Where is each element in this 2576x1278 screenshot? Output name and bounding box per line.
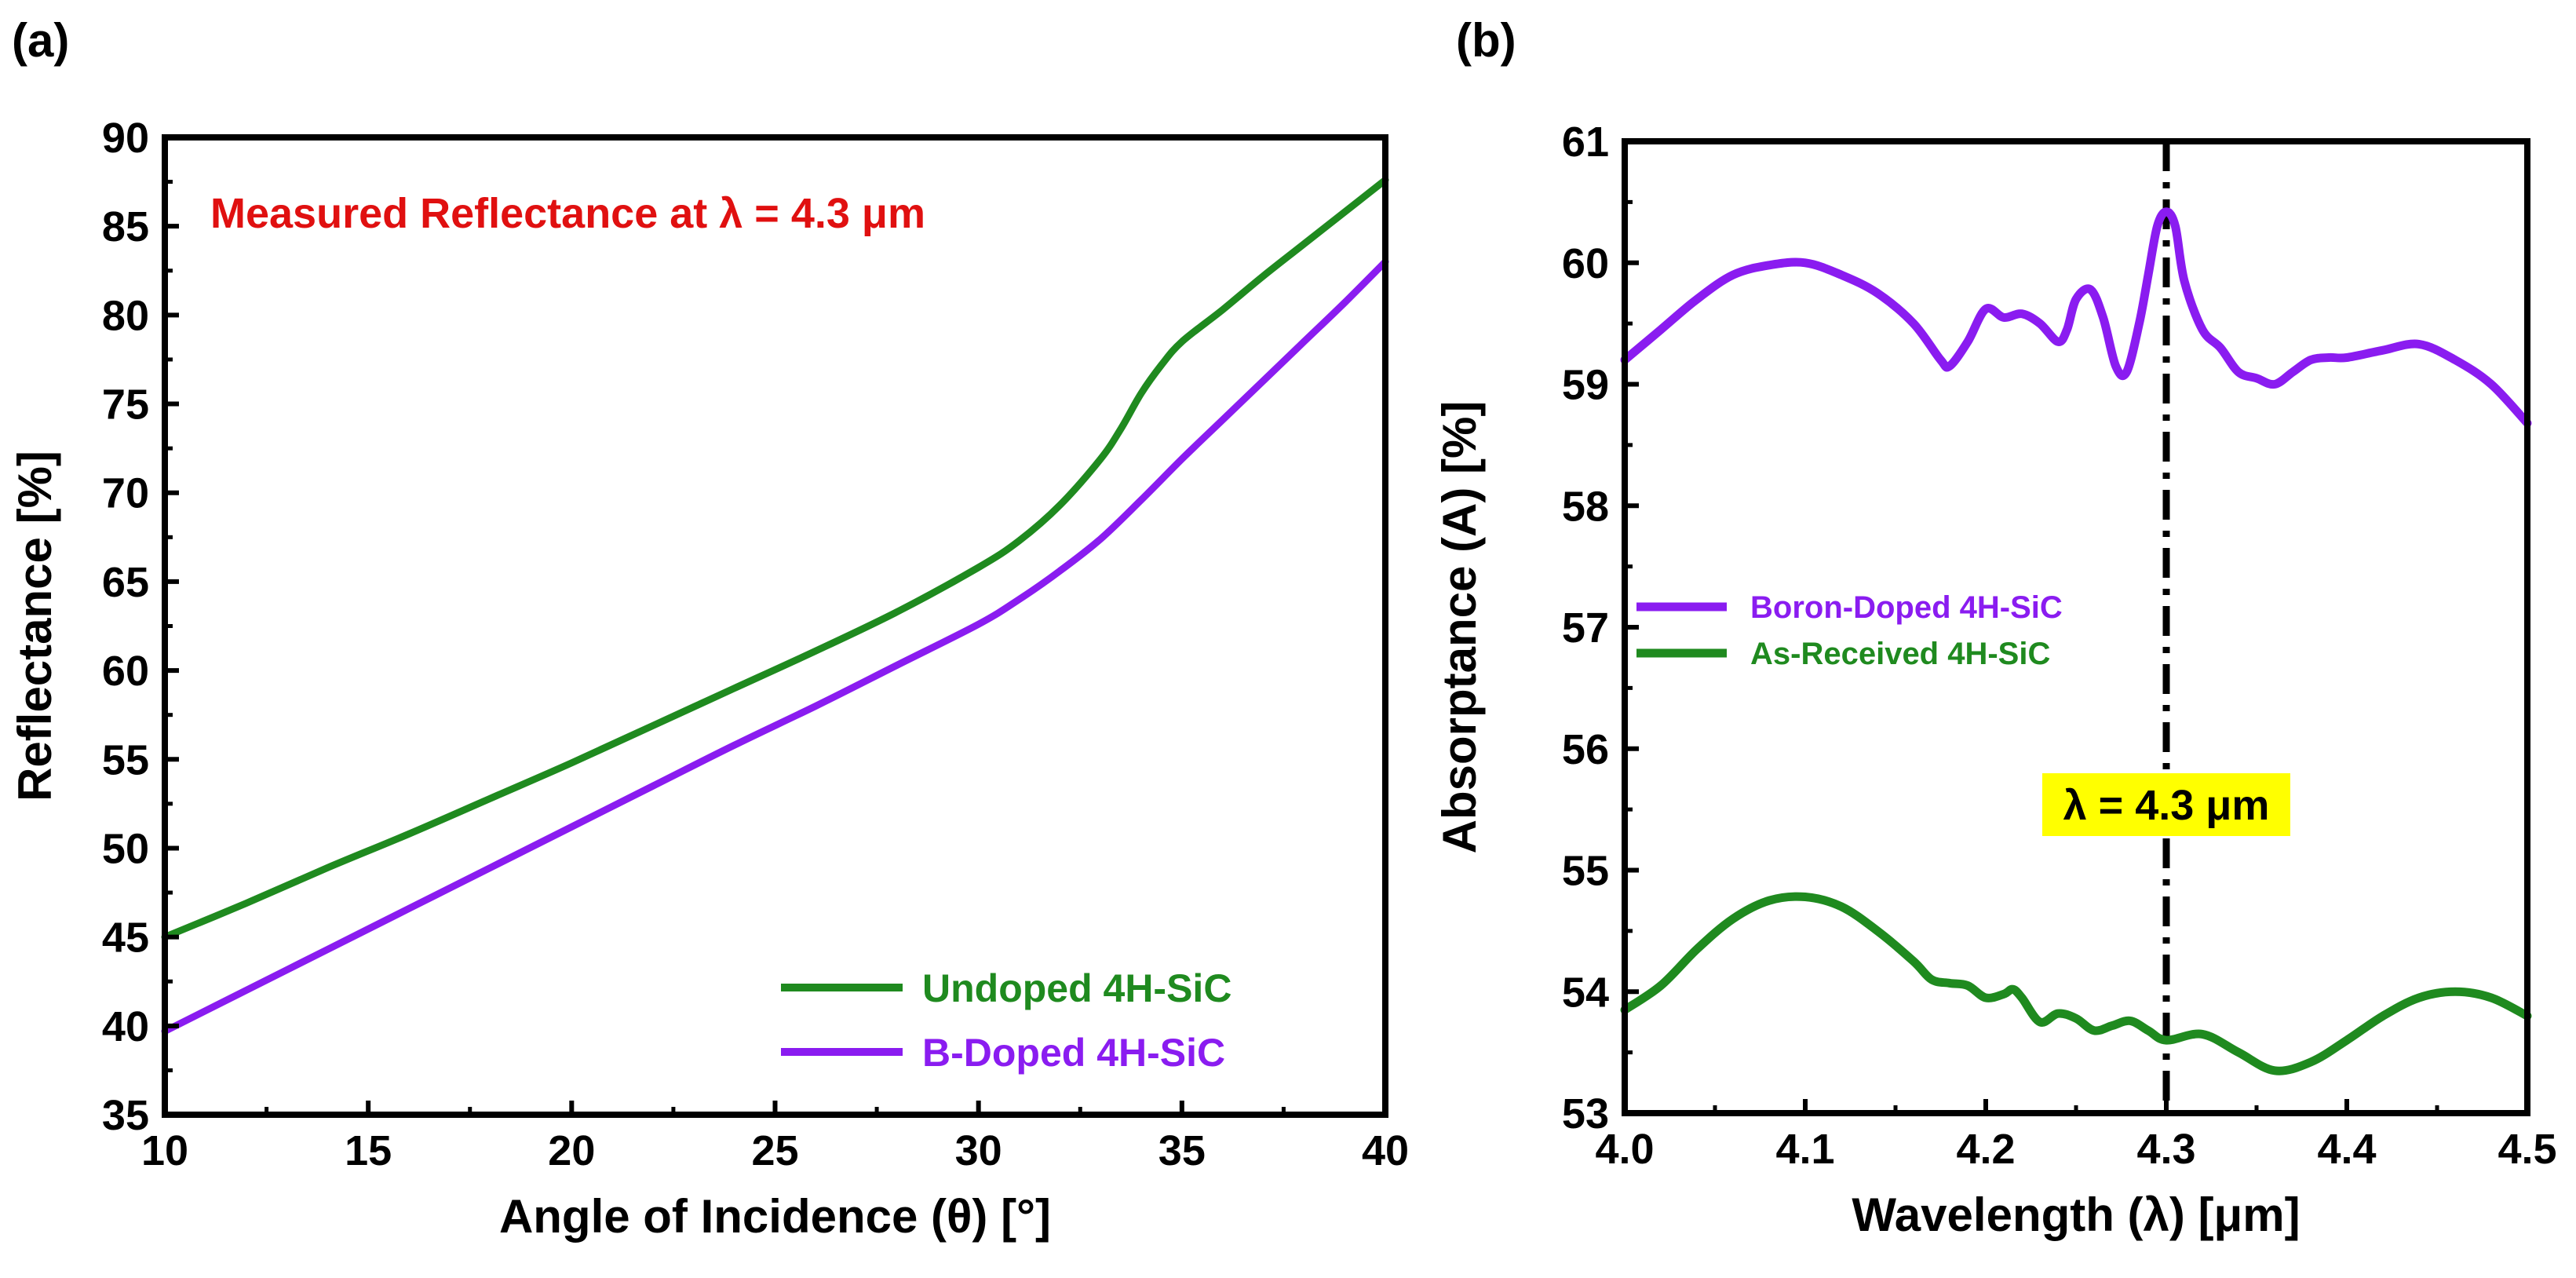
chart-b-series	[1620, 207, 2532, 1075]
y-tick-label: 60	[1562, 240, 1609, 287]
y-tick-label: 55	[102, 736, 149, 783]
y-tick-label: 45	[102, 915, 149, 962]
chart-b-ticks	[1622, 139, 2530, 1116]
x-tick-label: 15	[345, 1127, 392, 1174]
y-tick-label: 35	[102, 1092, 149, 1139]
y-tick-label: 60	[102, 648, 149, 695]
y-tick-label: 57	[1562, 604, 1609, 652]
x-tick-label: 30	[955, 1127, 1002, 1174]
chart-a-x-tick-labels: 10 15 20 25 30 35 40	[141, 1127, 1409, 1174]
y-tick-label: 85	[102, 203, 149, 250]
chart-a-legend: Undoped 4H-SiC B-Doped 4H-SiC	[781, 966, 1231, 1075]
panel-b-label: (b)	[1456, 14, 1516, 67]
chart-b-y-tick-labels: 53 54 55 56 57 58 59 60 61	[1562, 119, 1609, 1137]
chart-b-legend-label-boron-doped: Boron-Doped 4H-SiC	[1750, 590, 2063, 625]
chart-a-series	[161, 176, 1389, 1035]
chart-b-x-tick-labels: 4.0 4.1 4.2 4.3 4.4 4.5	[1595, 1126, 2556, 1173]
x-tick-label: 4.0	[1595, 1126, 1654, 1173]
x-tick-label: 4.5	[2498, 1126, 2556, 1173]
chart-a-plot-frame	[162, 134, 1388, 1118]
chart-b-reference-label-background	[2042, 773, 2290, 836]
y-tick-label: 80	[102, 292, 149, 339]
y-tick-label: 65	[102, 559, 149, 606]
x-tick-label: 4.1	[1775, 1126, 1834, 1173]
x-tick-label: 10	[141, 1127, 188, 1174]
chart-b-reference-label: λ = 4.3 μm	[2063, 782, 2270, 829]
series-line-1	[161, 258, 1389, 1035]
y-tick-label: 56	[1562, 726, 1609, 773]
chart-a-legend-label-undoped: Undoped 4H-SiC	[922, 966, 1231, 1010]
y-tick-label: 59	[1562, 362, 1609, 409]
y-tick-label: 40	[102, 1003, 149, 1050]
x-tick-label: 40	[1362, 1127, 1409, 1174]
x-tick-label: 25	[751, 1127, 798, 1174]
chart-b: 53 54 55 56 57 58 59 60 61 4.0 4.1 4.2 4.3 4.4 4.5 λ …	[1433, 119, 2557, 1241]
panel-a-label: (a)	[12, 14, 69, 67]
y-tick-label: 55	[1562, 848, 1609, 895]
y-tick-label: 75	[102, 382, 149, 429]
y-tick-label: 58	[1562, 483, 1609, 530]
y-tick-label: 90	[102, 115, 149, 162]
x-tick-label: 4.2	[1956, 1126, 2015, 1173]
chart-a-y-axis-title: Reflectance [%]	[9, 451, 61, 801]
chart-b-plot-frame	[1622, 138, 2530, 1116]
chart-a-y-tick-labels: 35 40 45 50 55 60 65 70 75 80 85 90	[102, 115, 149, 1139]
chart-b-legend: Boron-Doped 4H-SiC As-Received 4H-SiC	[1636, 590, 2063, 671]
chart-b-y-axis-title: Absorptance (A) [%]	[1433, 401, 1486, 854]
chart-b-legend-label-as-received: As-Received 4H-SiC	[1750, 637, 2050, 671]
chart-a-x-axis-title: Angle of Incidence (θ) [°]	[499, 1190, 1051, 1243]
y-tick-label: 61	[1562, 119, 1609, 166]
x-tick-label: 35	[1158, 1127, 1206, 1174]
y-tick-label: 70	[102, 470, 149, 517]
series-line-0	[161, 176, 1389, 941]
series-line-1	[1620, 892, 2532, 1075]
x-tick-label: 20	[548, 1127, 595, 1174]
y-tick-label: 54	[1562, 969, 1609, 1016]
series-line-0	[1620, 207, 2532, 428]
y-tick-label: 53	[1562, 1090, 1609, 1137]
chart-a-legend-label-b-doped: B-Doped 4H-SiC	[922, 1031, 1225, 1075]
chart-a-annotation: Measured Reflectance at λ = 4.3 μm	[210, 190, 925, 237]
x-tick-label: 4.4	[2317, 1126, 2376, 1173]
x-tick-label: 4.3	[2136, 1126, 2195, 1173]
y-tick-label: 50	[102, 825, 149, 872]
chart-b-x-axis-title: Wavelength (λ) [μm]	[1852, 1189, 2300, 1241]
